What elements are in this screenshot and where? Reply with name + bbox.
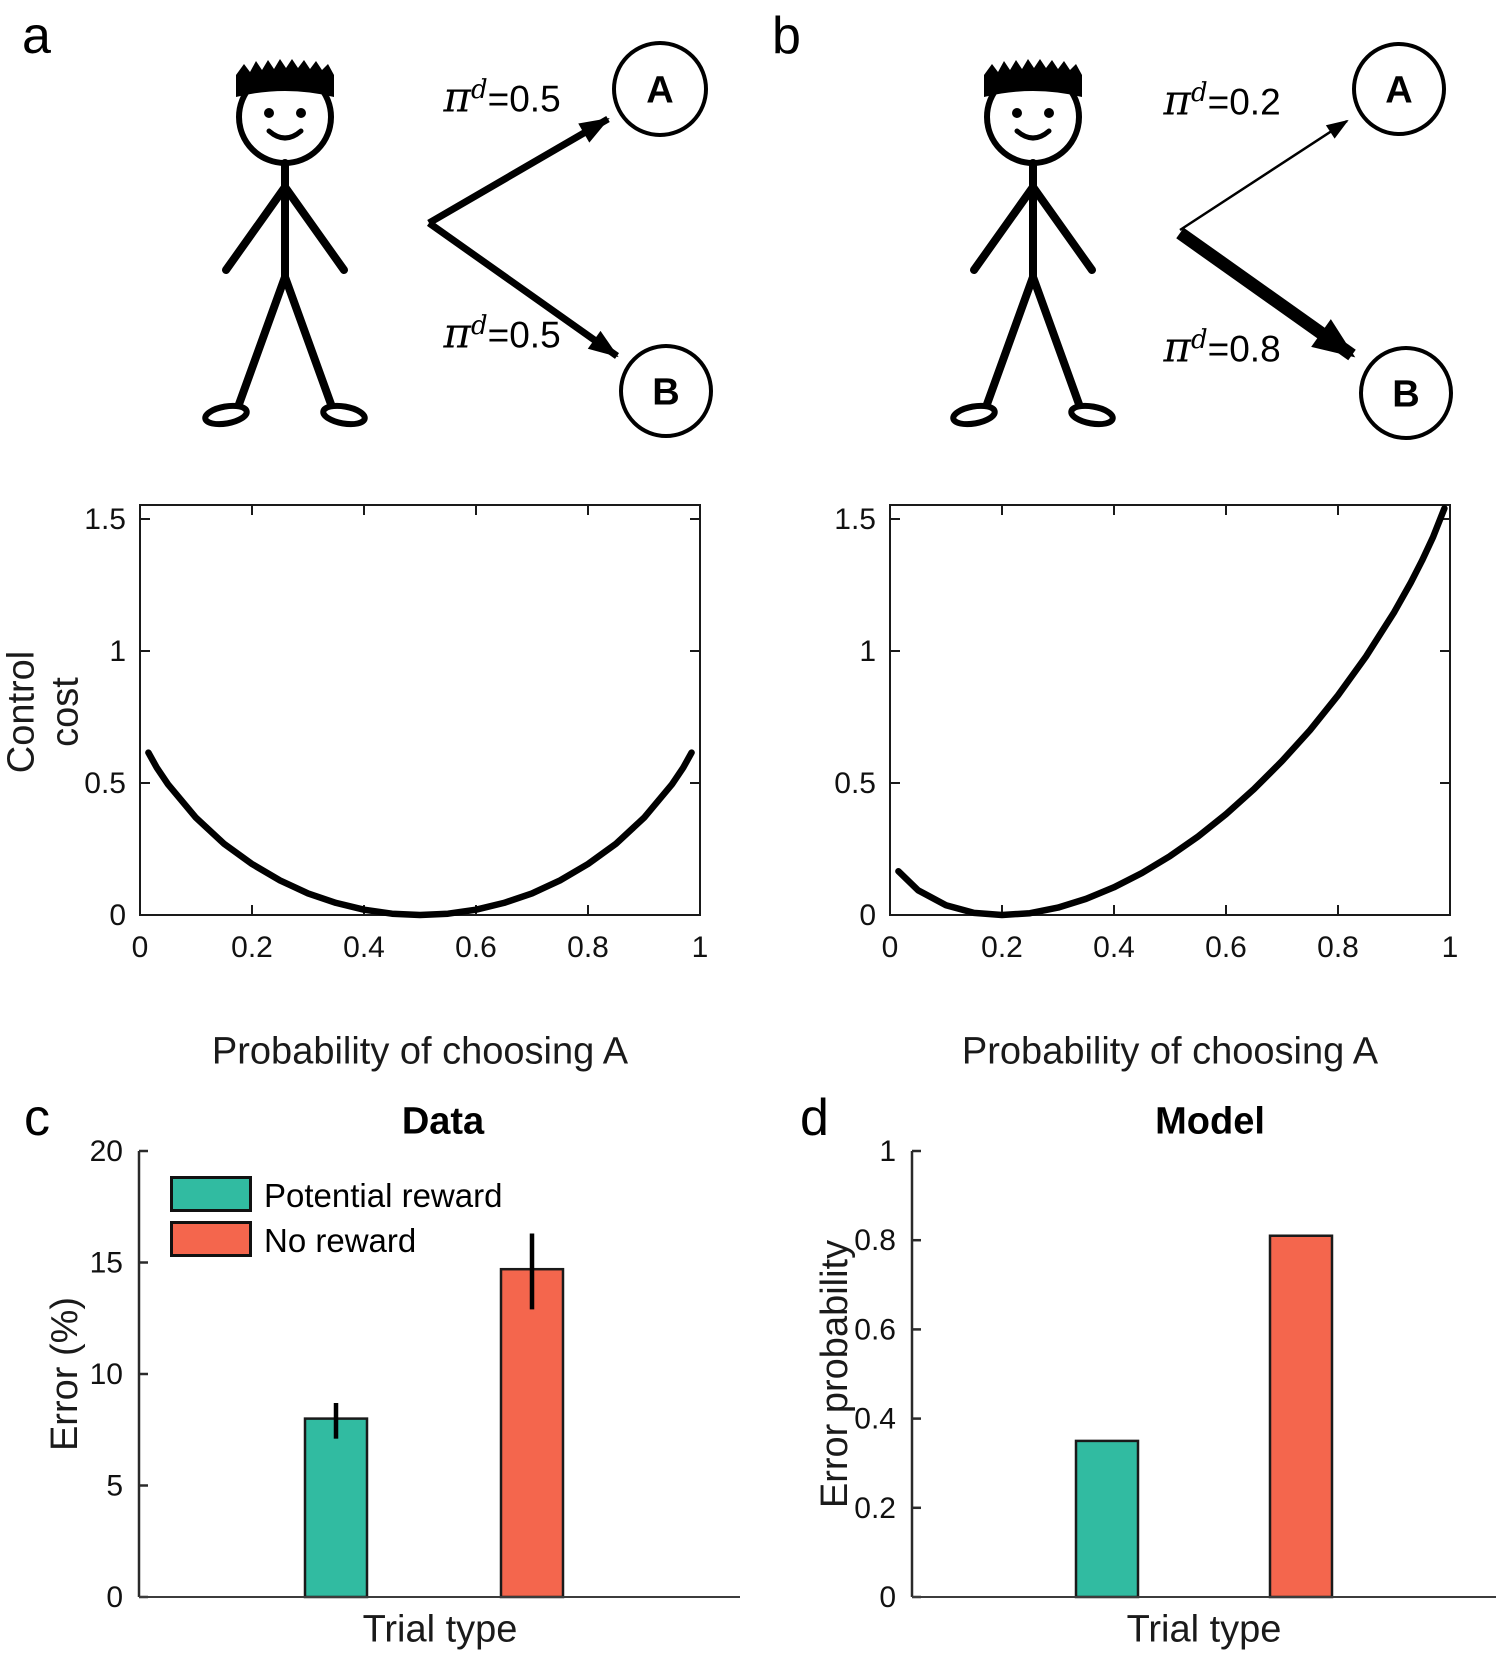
pi-symbol: π	[1163, 75, 1191, 125]
legend-swatch-potential-reward	[170, 1176, 252, 1212]
model-bar-chart: 0 0.2 0.4 0.6 0.8 1	[854, 1135, 1496, 1614]
arrow-b-to-B	[1176, 227, 1356, 361]
panel-a-diagram: A B	[204, 41, 713, 438]
stick-figure-icon	[952, 59, 1114, 427]
xlabel-plot-b: Probability of choosing A	[961, 1030, 1379, 1073]
ylabel-error-probability: Error probability	[814, 1239, 857, 1509]
node-a-circle-A	[612, 41, 708, 137]
ylabel-control-cost-a: Control cost	[0, 650, 86, 774]
svg-text:1: 1	[1442, 931, 1459, 964]
pi-superscript: d	[1190, 324, 1208, 355]
svg-text:10: 10	[90, 1358, 123, 1391]
xlabel-trial-type-d: Trial type	[1126, 1608, 1282, 1651]
svg-text:0.8: 0.8	[567, 931, 609, 964]
svg-text:0.4: 0.4	[343, 931, 385, 964]
pi-value: =0.2	[1207, 81, 1281, 123]
svg-text:0: 0	[132, 931, 149, 964]
legend-label-no-reward: No reward	[264, 1222, 417, 1259]
svg-text:0.2: 0.2	[231, 931, 273, 964]
svg-text:20: 20	[90, 1135, 123, 1168]
svg-text:0: 0	[109, 899, 126, 932]
node-b-label-B: B	[1392, 374, 1419, 416]
legend-swatch-no-reward	[170, 1221, 252, 1257]
chart-d-title: Model	[1155, 1100, 1265, 1143]
control-cost-plot-a: 0 0.2 0.4 0.6 0.8 1 0 0.5 1 1.5	[84, 503, 708, 964]
svg-text:1: 1	[859, 635, 876, 668]
svg-text:5: 5	[106, 1470, 123, 1503]
svg-text:0.5: 0.5	[84, 767, 126, 800]
panel-letter-a: a	[22, 7, 51, 65]
edge-label-b-top: πd=0.2	[1163, 76, 1280, 125]
svg-text:1.5: 1.5	[834, 503, 876, 536]
edge-label-a-bottom: πd=0.5	[443, 309, 560, 358]
node-a-label-B: B	[652, 372, 679, 414]
svg-text:0.6: 0.6	[1205, 931, 1247, 964]
panel-letter-c: c	[24, 1089, 50, 1147]
panel-b-diagram: A B	[952, 42, 1453, 440]
svg-text:0.4: 0.4	[854, 1403, 896, 1436]
svg-text:0.5: 0.5	[834, 767, 876, 800]
pi-value: =0.8	[1207, 328, 1281, 370]
pi-superscript: d	[1190, 77, 1208, 108]
svg-text:1.5: 1.5	[84, 503, 126, 536]
pi-symbol: π	[443, 72, 471, 122]
node-b-circle-B	[1359, 346, 1453, 440]
pi-superscript: d	[470, 74, 488, 105]
svg-text:1: 1	[879, 1135, 896, 1168]
svg-text:0.4: 0.4	[1093, 931, 1135, 964]
xlabel-plot-a: Probability of choosing A	[211, 1030, 629, 1073]
edge-label-a-top: πd=0.5	[443, 73, 560, 122]
node-b-circle-A	[1352, 42, 1446, 136]
data-bar-chart: 0 5 10 15 20	[90, 1135, 740, 1614]
pi-symbol: π	[1163, 322, 1191, 372]
svg-text:0: 0	[879, 1581, 896, 1614]
xlabel-trial-type-c: Trial type	[362, 1608, 518, 1651]
node-a-label-A: A	[646, 70, 673, 112]
pi-value: =0.5	[487, 314, 561, 356]
stick-figure-icon	[204, 59, 366, 427]
svg-text:0.8: 0.8	[854, 1224, 896, 1257]
svg-text:0: 0	[882, 931, 899, 964]
svg-text:0.6: 0.6	[455, 931, 497, 964]
legend-label-potential-reward: Potential reward	[264, 1177, 503, 1214]
control-cost-plot-b: 0 0.2 0.4 0.6 0.8 1 0 0.5 1 1.5	[834, 503, 1458, 964]
svg-text:0.8: 0.8	[1317, 931, 1359, 964]
svg-text:15: 15	[90, 1247, 123, 1280]
edge-label-b-bottom: πd=0.8	[1163, 323, 1280, 372]
svg-text:1: 1	[692, 931, 709, 964]
panel-letter-b: b	[772, 7, 801, 65]
pi-superscript: d	[470, 310, 488, 341]
svg-text:0.2: 0.2	[981, 931, 1023, 964]
chart-c-title: Data	[401, 1100, 485, 1143]
svg-text:0.6: 0.6	[854, 1313, 896, 1346]
arrow-b-to-A	[1179, 119, 1349, 232]
svg-text:0: 0	[106, 1581, 123, 1614]
panel-letter-d: d	[800, 1089, 829, 1147]
svg-text:1: 1	[109, 635, 126, 668]
arrow-a-to-B	[426, 220, 620, 359]
node-b-label-A: A	[1385, 70, 1412, 112]
svg-text:0: 0	[859, 899, 876, 932]
pi-value: =0.5	[487, 78, 561, 120]
node-a-circle-B	[619, 344, 713, 438]
ylabel-error-percent: Error (%)	[44, 1296, 87, 1452]
arrow-a-to-A	[427, 115, 610, 227]
svg-text:0.2: 0.2	[854, 1492, 896, 1525]
pi-symbol: π	[443, 308, 471, 358]
